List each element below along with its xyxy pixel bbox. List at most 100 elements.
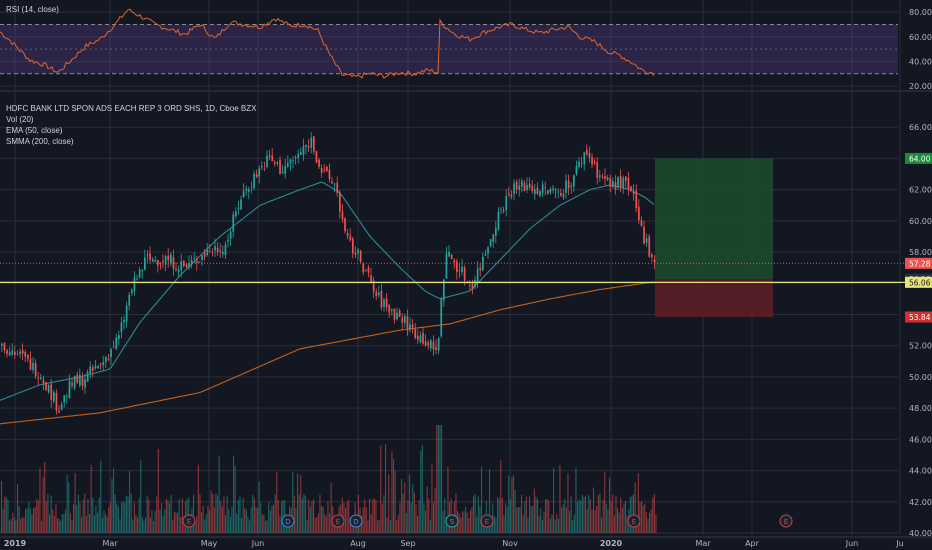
volume-bar [98,497,100,533]
time-tick-label: Sep [400,539,415,548]
volume-bar [394,471,396,533]
candle-body [133,277,136,291]
volume-bar [578,499,580,533]
volume-bar [613,515,615,533]
ema-legend: EMA (50, close) [6,126,63,135]
candle-body [336,182,339,194]
volume-bar [33,508,35,533]
volume-bar [466,512,468,533]
volume-bar [249,520,251,533]
volume-bar [169,503,171,533]
event-circle [779,514,793,528]
candle-body [68,381,71,398]
volume-bar [101,517,103,533]
candle-body [45,382,47,390]
volume-bar [567,473,569,533]
volume-bar [473,496,475,533]
volume-bar [196,516,198,533]
candle-body [37,377,40,379]
event-marker[interactable]: E [779,514,793,528]
volume-bar [593,487,595,533]
candle-body [365,269,367,271]
candle-body [627,177,630,189]
candle-body [266,155,268,167]
candle-body [484,254,487,256]
event-marker[interactable]: E [182,514,196,528]
candle-body [588,153,591,158]
candle-body [167,255,170,261]
volume-bar [647,518,649,533]
event-marker[interactable]: D [281,514,295,528]
volume-bar [175,512,177,533]
volume-bar [623,503,625,533]
candle-body [268,155,271,157]
volume-bar [13,517,15,533]
volume-bar [228,509,230,533]
volume-bar [292,471,294,533]
volume-bar [522,515,524,533]
event-marker[interactable]: D [349,514,363,528]
volume-bar [441,425,443,533]
volume-bar [445,516,447,533]
event-marker[interactable]: S [445,514,459,528]
candle-body [510,194,513,197]
volume-bar [71,520,73,533]
volume-bar [429,520,431,533]
candle-body [151,259,154,262]
event-marker[interactable]: E [627,514,641,528]
candle-body [591,157,593,165]
candle-body [73,375,76,389]
candle-body [505,196,508,210]
volume-bar [513,474,515,533]
candle-body [118,335,120,340]
volume-bar [420,450,422,533]
volume-bar [631,496,633,533]
time-tick-label: Ju [895,539,903,548]
volume-bar [63,514,65,533]
candle-body [128,294,131,306]
volume-bar [133,502,135,533]
event-label: E [485,518,489,526]
volume-bar [17,484,19,533]
candle-body [76,374,79,383]
price-tag-bg [905,257,932,269]
volume-bar [245,509,247,533]
candle-body [435,347,437,351]
volume-bar [324,514,326,533]
candle-body [562,193,565,198]
volume-bar [146,495,148,533]
volume-bar [599,493,601,533]
volume-bar [23,517,25,533]
volume-bar [181,498,183,533]
event-circle [281,514,295,528]
candle-body [346,233,349,236]
volume-bar [538,515,540,533]
price-tick-label: 48.00 [909,404,932,413]
volume-bar [321,505,323,533]
event-marker[interactable]: E [480,514,494,528]
price-tag-text: 56.06 [909,278,931,287]
volume-bar [73,503,75,533]
event-circle [627,514,641,528]
candle-body [427,342,430,346]
volume-bar [575,467,577,533]
volume-bar [391,451,393,533]
volume-bar [532,506,534,533]
volume-bar [373,498,375,533]
candle-body [92,367,94,371]
volume-bar [28,502,30,533]
volume-bar [34,507,36,533]
event-marker[interactable]: E [331,514,345,528]
candle-body [518,185,521,190]
volume-bar [111,478,113,533]
volume-bar [375,500,377,533]
volume-bar [421,445,423,533]
volume-bar [413,492,415,533]
volume-bar [583,497,585,533]
volume-bar [637,473,639,533]
time-tick-label: Mar [695,539,711,548]
rsi-tick-label: 80.00 [909,8,932,17]
volume-bar [258,481,260,533]
volume-bar [559,465,561,533]
